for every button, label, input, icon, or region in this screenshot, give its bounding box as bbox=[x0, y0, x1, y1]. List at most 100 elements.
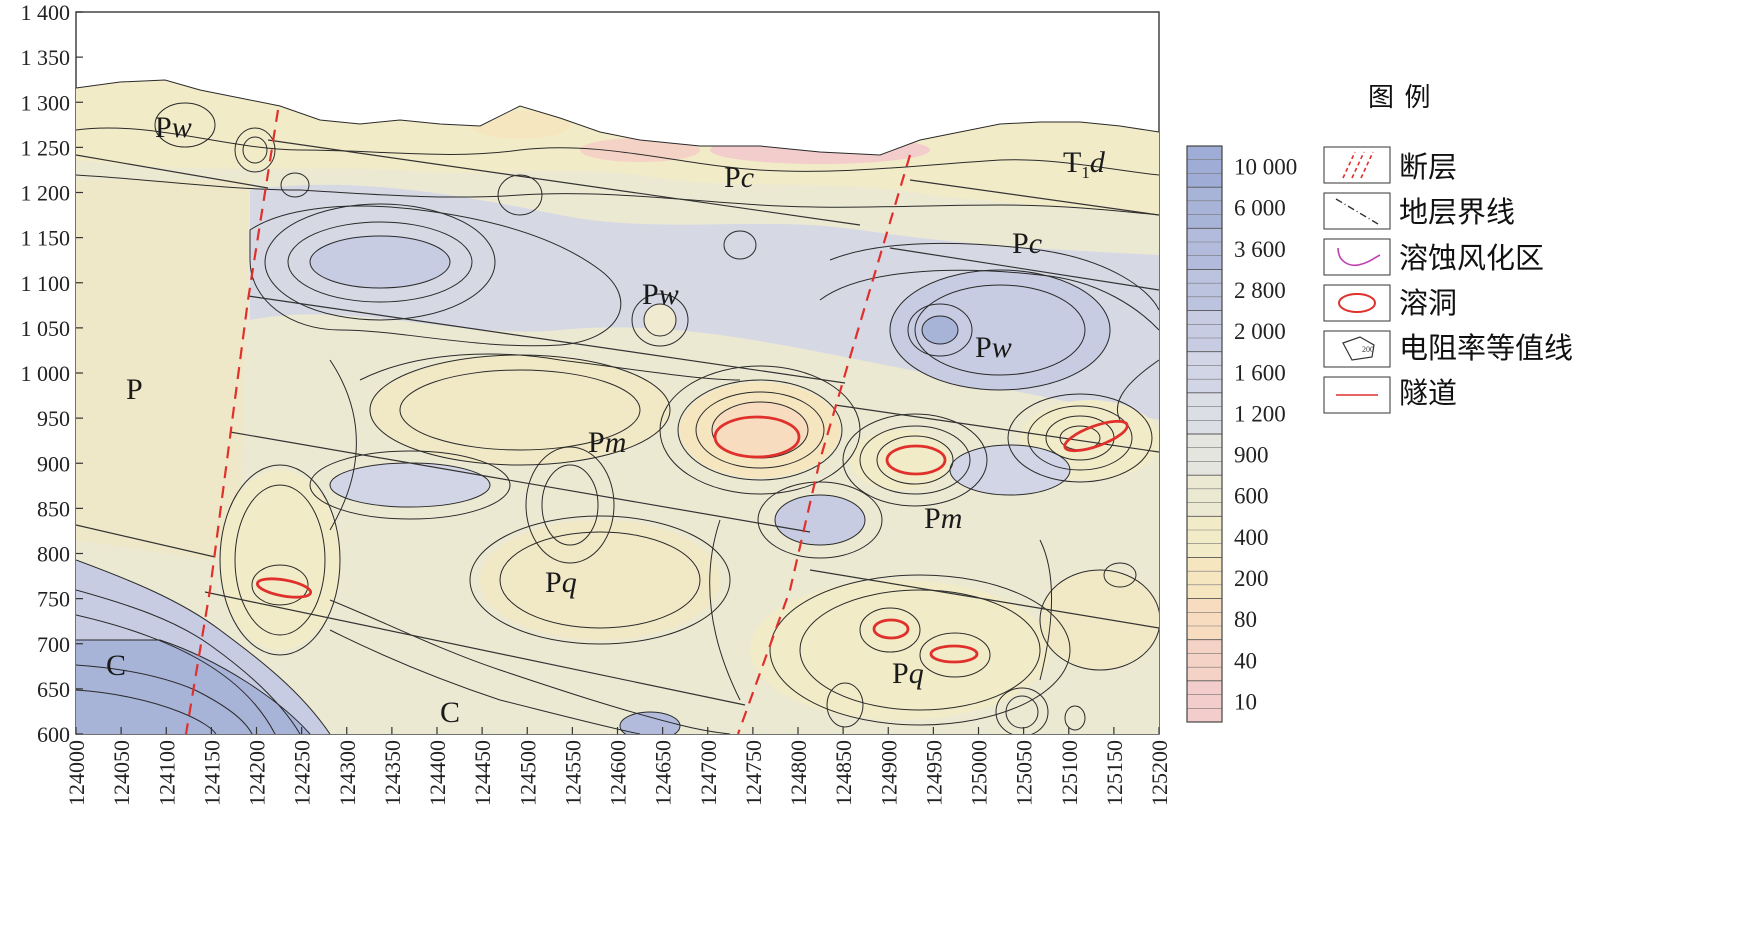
color-scale-label: 10 000 bbox=[1234, 155, 1297, 180]
Pc-label-1: Pc bbox=[724, 161, 754, 194]
x-tick-label: 124800 bbox=[786, 740, 811, 806]
color-scale-label: 400 bbox=[1234, 525, 1269, 550]
color-scale-label: 6 000 bbox=[1234, 196, 1286, 221]
x-tick-label: 125000 bbox=[967, 740, 992, 806]
x-tick-label: 124650 bbox=[651, 740, 676, 806]
color-scale-label: 200 bbox=[1234, 566, 1269, 591]
color-scale-band bbox=[1187, 639, 1222, 681]
legend-label: 地层界线 bbox=[1399, 196, 1515, 229]
x-tick-label: 124600 bbox=[606, 740, 631, 806]
legend-symbol-box bbox=[1323, 238, 1391, 276]
legend-title: 图 例 bbox=[1368, 83, 1433, 112]
color-scale-band bbox=[1187, 598, 1222, 640]
y-tick-label: 750 bbox=[37, 587, 70, 612]
x-tick-label: 125100 bbox=[1057, 740, 1082, 806]
y-tick-label: 1 400 bbox=[21, 0, 71, 25]
karst-cave bbox=[872, 618, 910, 640]
y-tick-label: 950 bbox=[37, 406, 70, 431]
C-label-2: C bbox=[440, 696, 460, 729]
y-tick-label: 1 000 bbox=[21, 361, 71, 386]
legend-symbol-box bbox=[1323, 284, 1391, 322]
x-tick-label: 124150 bbox=[199, 740, 224, 806]
x-axis: 124000 124050 124100 124150 124200 124250 1243… bbox=[64, 727, 1172, 806]
y-tick-label: 800 bbox=[37, 542, 70, 567]
color-scale-band bbox=[1187, 516, 1222, 558]
fault-icon bbox=[1342, 151, 1374, 179]
resistivity-contours bbox=[76, 79, 1159, 734]
legend-item-karst-cave: 溶洞 bbox=[1323, 284, 1457, 322]
color-scale-band bbox=[1187, 310, 1222, 352]
legend-label: 隧道 bbox=[1399, 377, 1457, 410]
legend-symbol-box bbox=[1323, 146, 1391, 184]
color-scale-label: 900 bbox=[1234, 443, 1269, 468]
color-scale-band bbox=[1187, 228, 1222, 270]
karst-cave bbox=[1063, 419, 1129, 453]
stratum-boundaries bbox=[76, 139, 1159, 706]
legend-item-resistivity-contour: 200 电阻率等值线 bbox=[1323, 330, 1573, 368]
legend-item-tunnel: 隧道 bbox=[1323, 376, 1457, 414]
legend-label: 溶蚀风化区 bbox=[1399, 242, 1544, 275]
x-tick-label: 124750 bbox=[741, 740, 766, 806]
x-tick-label: 124450 bbox=[470, 740, 495, 806]
y-tick-label: 1 150 bbox=[21, 226, 71, 251]
x-tick-label: 124500 bbox=[515, 740, 540, 806]
color-scale-label: 3 600 bbox=[1234, 237, 1286, 262]
y-tick-label: 1 050 bbox=[21, 316, 71, 341]
resistivity-color-scale: 10 000 6 000 3 600 2 800 2 000 1 600 1 200 900 6… bbox=[1186, 145, 1297, 723]
Pq-label-2: Pq bbox=[892, 657, 924, 690]
x-tick-label: 125150 bbox=[1102, 740, 1127, 806]
x-tick-label: 124350 bbox=[380, 740, 405, 806]
legend-label: 电阻率等值线 bbox=[1399, 332, 1573, 365]
Pm-label-1: Pm bbox=[588, 426, 626, 459]
x-tick-label: 124100 bbox=[154, 740, 179, 806]
color-scale-band bbox=[1187, 434, 1222, 476]
y-axis: 1 400 1 350 1 300 1 250 1 200 1 150 1 100 1 050… bbox=[21, 0, 83, 747]
x-tick-label: 125200 bbox=[1147, 740, 1172, 806]
karst-cave bbox=[255, 577, 313, 599]
legend-label: 溶洞 bbox=[1399, 287, 1457, 320]
color-scale-band bbox=[1187, 351, 1222, 393]
Pq-label-1: Pq bbox=[545, 566, 577, 599]
x-tick-label: 125050 bbox=[1012, 740, 1037, 806]
C-label-1: C bbox=[106, 649, 126, 682]
x-tick-label: 124400 bbox=[425, 740, 450, 806]
color-scale-label: 10 bbox=[1234, 689, 1257, 714]
y-tick-label: 1 250 bbox=[21, 135, 71, 160]
weathering-zone-icon bbox=[1337, 247, 1381, 266]
y-tick-label: 1 300 bbox=[21, 90, 71, 115]
karst-cave bbox=[885, 444, 947, 476]
color-scale-band bbox=[1187, 680, 1222, 722]
color-scale-frame bbox=[1186, 145, 1223, 723]
color-scale-label: 1 600 bbox=[1234, 360, 1286, 385]
y-tick-label: 700 bbox=[37, 632, 70, 657]
Pw-label-2: Pw bbox=[642, 278, 679, 311]
x-tick-label: 124300 bbox=[335, 740, 360, 806]
y-tick-label: 600 bbox=[37, 722, 70, 747]
x-tick-label: 124550 bbox=[560, 740, 585, 806]
x-tick-label: 124000 bbox=[64, 740, 89, 806]
color-scale-label: 2 800 bbox=[1234, 278, 1286, 303]
y-tick-label: 650 bbox=[37, 677, 70, 702]
karst-cave bbox=[713, 415, 801, 459]
color-scale-band bbox=[1187, 557, 1222, 599]
karst-caves bbox=[255, 415, 1129, 664]
color-scale-label: 2 000 bbox=[1234, 319, 1286, 344]
x-tick-label: 124900 bbox=[876, 740, 901, 806]
x-tick-label: 124850 bbox=[831, 740, 856, 806]
legend-item-weathering-zone: 溶蚀风化区 bbox=[1323, 238, 1544, 276]
y-tick-label: 1 100 bbox=[21, 271, 71, 296]
karst-cave bbox=[929, 644, 979, 664]
color-scale-band bbox=[1187, 392, 1222, 434]
x-tick-label: 124250 bbox=[290, 740, 315, 806]
strata-labels: Pw Pc T1d Pc Pw Pw P Pm Pm Pq Pq C C bbox=[106, 111, 1106, 729]
color-scale-label: 1 200 bbox=[1234, 401, 1286, 426]
Pw-label-3: Pw bbox=[975, 331, 1012, 364]
Pm-label-2: Pm bbox=[924, 502, 962, 535]
legend-item-fault: 断层 bbox=[1323, 146, 1457, 184]
x-tick-label: 124950 bbox=[921, 740, 946, 806]
x-tick-label: 124200 bbox=[245, 740, 270, 806]
Pw-label-1: Pw bbox=[155, 111, 192, 144]
legend: 图 例 断层 地层界线 溶蚀风化区 溶洞 200 电阻率等值线 bbox=[1323, 83, 1573, 414]
color-scale-label: 600 bbox=[1234, 484, 1269, 509]
contour-sample-label: 200 bbox=[1362, 345, 1374, 354]
